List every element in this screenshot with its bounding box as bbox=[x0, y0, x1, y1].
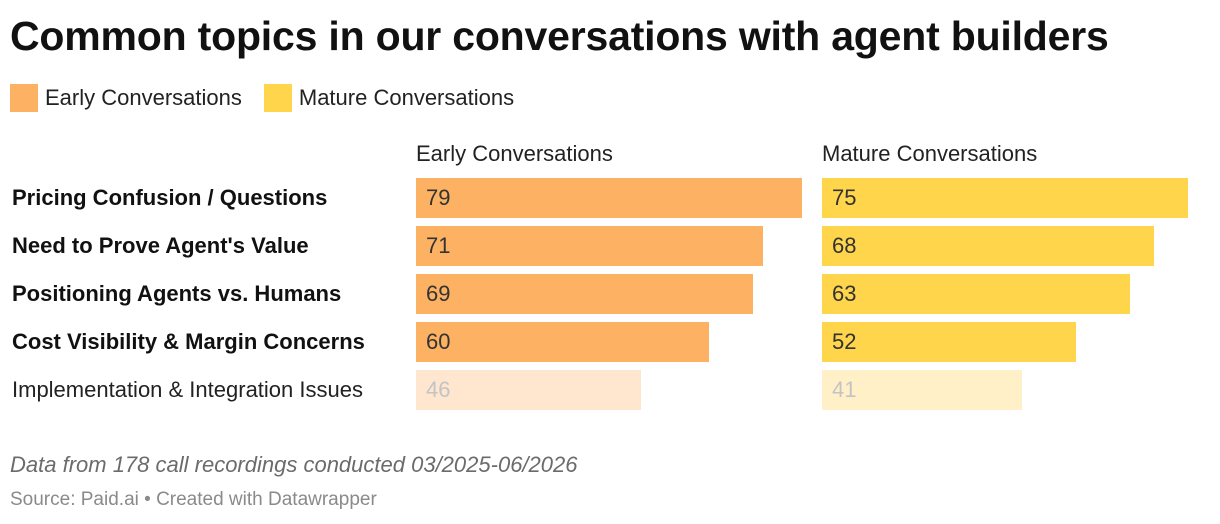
legend-item-mature: Mature Conversations bbox=[263, 84, 515, 112]
bar-mature-conversations-need-to-prove-agent-s-value bbox=[822, 226, 1154, 266]
chart-notes: Data from 178 call recordings conducted … bbox=[10, 452, 578, 477]
bar-value-mature-conversations-implementation-integration-issues: 41 bbox=[832, 377, 857, 402]
legend: Early Conversations Mature Conversations bbox=[10, 84, 536, 112]
bar-value-mature-conversations-cost-visibility-margin-concerns: 52 bbox=[832, 329, 857, 354]
bar-value-early-conversations-pricing-confusion-questions: 79 bbox=[426, 185, 451, 210]
bar-value-mature-conversations-pricing-confusion-questions: 75 bbox=[832, 185, 857, 210]
legend-item-early: Early Conversations bbox=[10, 84, 242, 112]
category-label-cost-visibility-margin-concerns: Cost Visibility & Margin Concerns bbox=[12, 329, 365, 354]
category-label-pricing-confusion-questions: Pricing Confusion / Questions bbox=[12, 185, 328, 210]
legend-swatch-early bbox=[10, 84, 38, 112]
bar-early-conversations-need-to-prove-agent-s-value bbox=[416, 226, 763, 266]
bar-mature-conversations-pricing-confusion-questions bbox=[822, 178, 1188, 218]
legend-label-mature: Mature Conversations bbox=[298, 85, 515, 110]
legend-swatch-mature bbox=[263, 84, 292, 112]
bar-value-mature-conversations-positioning-agents-vs-humans: 63 bbox=[832, 281, 857, 306]
bar-early-conversations-pricing-confusion-questions bbox=[416, 178, 802, 218]
category-label-positioning-agents-vs-humans: Positioning Agents vs. Humans bbox=[12, 281, 342, 306]
chart-source: Source: Paid.ai • Created with Datawrapp… bbox=[10, 489, 377, 510]
bar-value-early-conversations-implementation-integration-issues: 46 bbox=[426, 377, 451, 402]
legend-label-early: Early Conversations bbox=[45, 85, 242, 110]
category-label-implementation-integration-issues: Implementation & Integration Issues bbox=[12, 377, 363, 402]
bar-mature-conversations-positioning-agents-vs-humans bbox=[822, 274, 1130, 314]
bar-early-conversations-implementation-integration-issues bbox=[416, 370, 641, 410]
bar-mature-conversations-cost-visibility-margin-concerns bbox=[822, 322, 1076, 362]
bar-value-early-conversations-cost-visibility-margin-concerns: 60 bbox=[426, 329, 451, 354]
bar-early-conversations-positioning-agents-vs-humans bbox=[416, 274, 753, 314]
chart-title: Common topics in our conversations with … bbox=[10, 13, 1109, 59]
column-header-early-conversations: Early Conversations bbox=[416, 141, 613, 166]
bar-early-conversations-cost-visibility-margin-concerns bbox=[416, 322, 709, 362]
column-header-mature-conversations: Mature Conversations bbox=[822, 141, 1038, 166]
category-label-need-to-prove-agent-s-value: Need to Prove Agent's Value bbox=[12, 233, 309, 258]
bar-mature-conversations-implementation-integration-issues bbox=[822, 370, 1022, 410]
bar-value-mature-conversations-need-to-prove-agent-s-value: 68 bbox=[832, 233, 857, 258]
bar-value-early-conversations-positioning-agents-vs-humans: 69 bbox=[426, 281, 451, 306]
bar-value-early-conversations-need-to-prove-agent-s-value: 71 bbox=[426, 233, 451, 258]
